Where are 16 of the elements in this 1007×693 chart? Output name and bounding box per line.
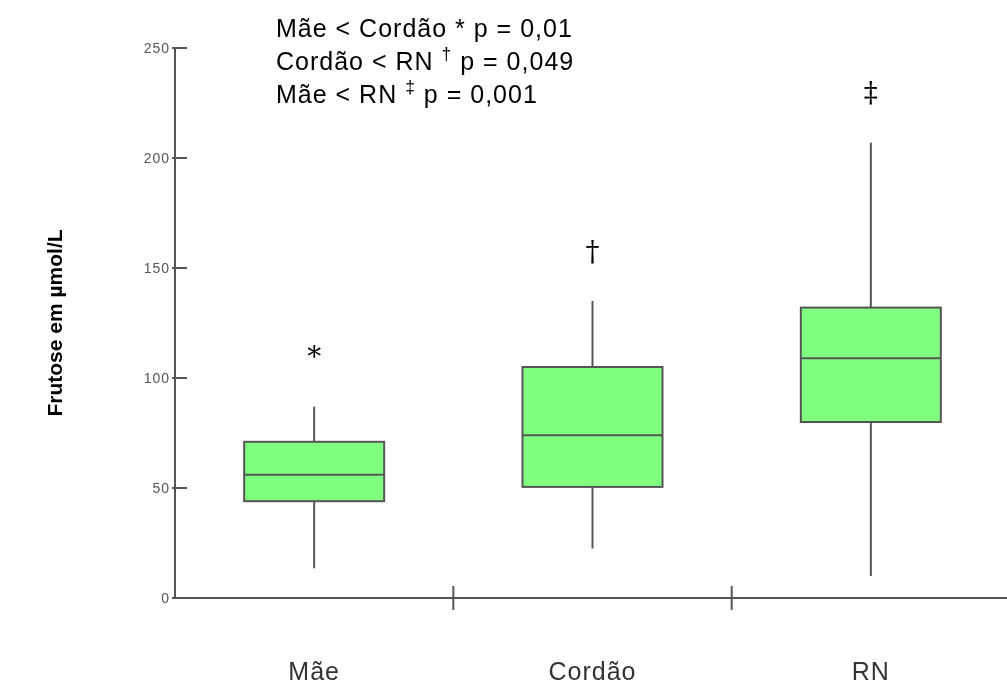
annotation: ‡ xyxy=(863,76,878,110)
x-tick-label: RN xyxy=(851,657,890,685)
x-tick-label: Mãe xyxy=(288,657,340,685)
y-tick-label: 0 xyxy=(161,589,170,606)
annotation: † xyxy=(585,234,600,268)
y-axis-title: Frutose em µmol/L xyxy=(43,229,66,417)
annotation: Mãe < RN $^{‡}$ p = 0,001 xyxy=(276,77,538,108)
annotation: Cordão < RN $^{†}$ p = 0,049 xyxy=(276,44,575,75)
y-tick-label: 250 xyxy=(143,39,170,56)
y-tick-label: 100 xyxy=(143,369,170,386)
y-tick-label: 50 xyxy=(152,479,170,496)
text: Mãe < Cordão * p = 0,01 xyxy=(276,14,573,42)
y-tick-label: 150 xyxy=(143,259,170,276)
annotation: * xyxy=(307,340,322,374)
x-tick-label: Cordão xyxy=(548,657,637,685)
y-tick-label: 200 xyxy=(143,149,170,166)
